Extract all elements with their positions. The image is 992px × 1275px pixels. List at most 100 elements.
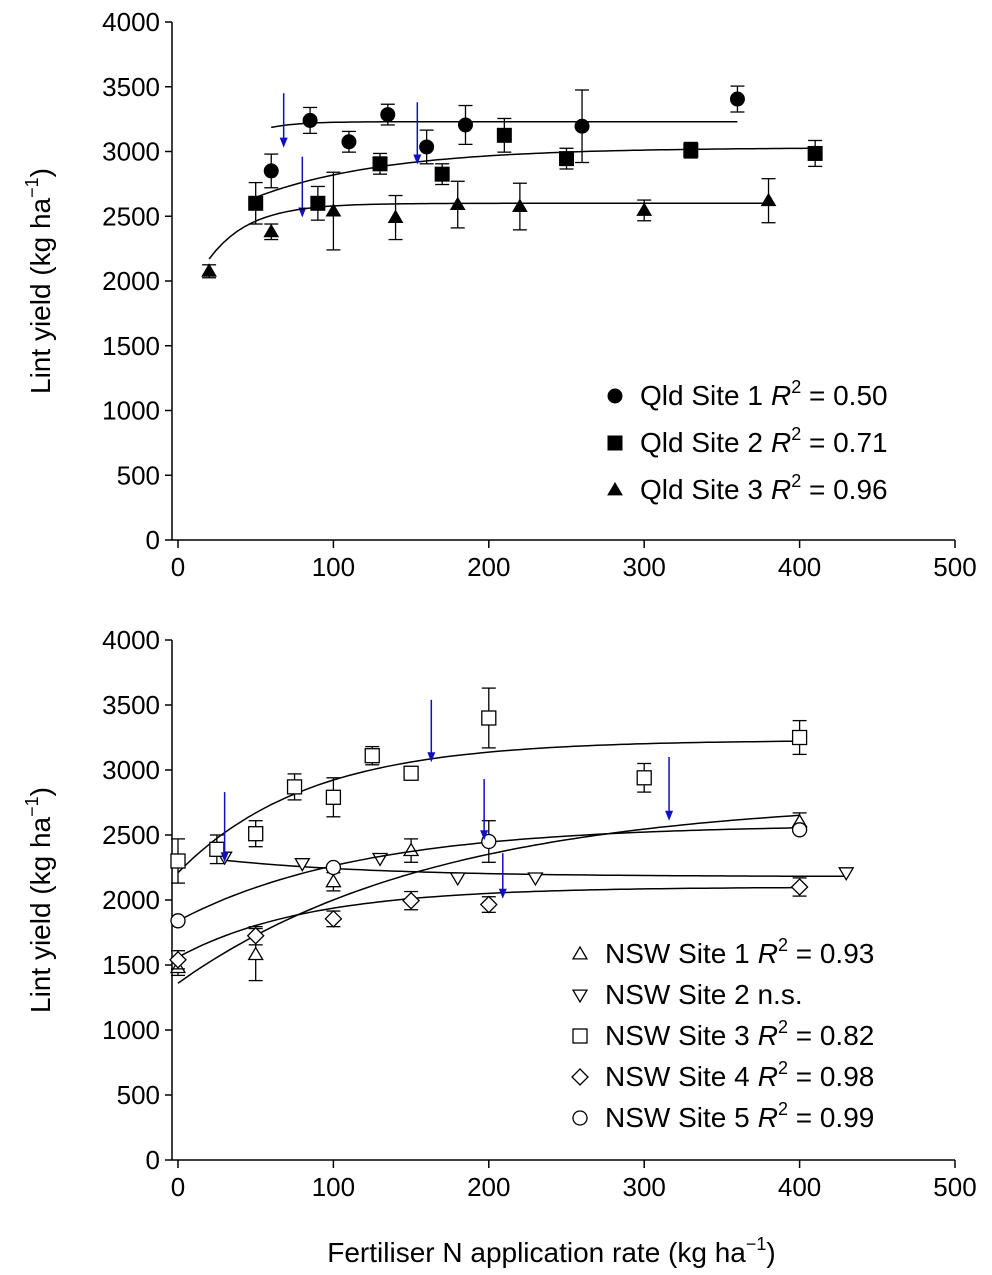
x-tick-label: 400 xyxy=(778,552,821,582)
legend-marker xyxy=(571,945,589,960)
legend-r2-sup: 2 xyxy=(791,471,801,491)
legend-r2-sup: 2 xyxy=(791,377,801,397)
data-point xyxy=(760,192,777,207)
x-tick-label: 400 xyxy=(778,1172,821,1202)
legend-marker xyxy=(571,1068,589,1086)
legend-name: NSW Site 2 n.s. xyxy=(605,979,803,1010)
data-point xyxy=(449,196,466,210)
data-point xyxy=(512,198,528,212)
data-point xyxy=(372,156,388,172)
legend-r2-value: = 0.82 xyxy=(788,1020,874,1051)
data-point xyxy=(325,859,342,876)
optimum-arrow-head xyxy=(298,207,307,218)
legend-r2-label: R xyxy=(771,474,791,505)
x-axis-title-sup: −1 xyxy=(746,1234,767,1254)
y-axis-title-close: ) xyxy=(25,168,56,177)
data-point xyxy=(683,142,699,158)
data-point xyxy=(170,853,186,869)
data-point xyxy=(838,867,855,881)
data-point xyxy=(791,729,808,746)
x-tick-label: 200 xyxy=(467,1172,510,1202)
y-tick-label: 3000 xyxy=(102,137,160,167)
data-point xyxy=(286,779,303,795)
data-point xyxy=(325,203,342,217)
y-tick-label: 1500 xyxy=(102,331,160,361)
y-tick-label: 1000 xyxy=(102,1015,160,1045)
data-point xyxy=(248,195,264,211)
legend-r2-label: R xyxy=(758,1061,778,1092)
optimum-arrow-head xyxy=(665,810,674,821)
legend-label: NSW Site 4 R2 = 0.98 xyxy=(605,1058,874,1092)
y-tick-label: 2000 xyxy=(102,885,160,915)
data-point xyxy=(791,822,808,838)
legend-name: NSW Site 1 xyxy=(605,938,750,969)
legend-marker xyxy=(571,989,589,1004)
data-point xyxy=(636,202,653,216)
data-point xyxy=(402,842,420,857)
data-point xyxy=(302,112,318,128)
x-tick-label: 100 xyxy=(312,552,355,582)
x-axis-title-text: Fertiliser N application rate (kg ha xyxy=(327,1237,746,1268)
y-tick-label: 2000 xyxy=(102,266,160,296)
legend-r2-label: R xyxy=(758,1102,778,1133)
data-point xyxy=(449,872,466,887)
data-point xyxy=(209,841,225,857)
series-qld-site-3: Qld Site 3 R2 = 0.96 xyxy=(201,171,888,505)
y-axis-title-text: Lint yield (kg ha xyxy=(25,816,56,1013)
y-axis-title-sup: −1 xyxy=(22,177,42,198)
x-tick-label: 300 xyxy=(623,1172,666,1202)
legend-r2-value: = 0.71 xyxy=(801,427,887,458)
legend-marker xyxy=(572,1110,588,1126)
legend-label: NSW Site 2 n.s. xyxy=(605,979,803,1010)
data-point xyxy=(807,145,823,161)
data-point xyxy=(246,926,265,945)
data-point xyxy=(169,950,187,969)
optimum-arrow-head xyxy=(427,752,436,763)
legend-name: Qld Site 1 xyxy=(640,380,763,411)
y-tick-label: 3500 xyxy=(102,690,160,720)
y-tick-label: 1000 xyxy=(102,396,160,426)
series-nsw-site-3: NSW Site 3 R2 = 0.82 xyxy=(170,687,874,1051)
legend-marker xyxy=(572,1028,588,1044)
x-tick-label: 500 xyxy=(933,1172,976,1202)
legend-r2-sup: 2 xyxy=(778,1099,788,1119)
data-point xyxy=(387,209,404,223)
data-point xyxy=(729,91,745,107)
data-point xyxy=(380,107,396,123)
y-tick-label: 1500 xyxy=(102,950,160,980)
fit-curve xyxy=(208,202,769,260)
y-axis-title-close: ) xyxy=(25,787,56,796)
optimum-arrow-head xyxy=(480,830,489,841)
data-point xyxy=(325,789,342,805)
optimum-arrow-head xyxy=(220,852,229,863)
series-nsw-site-2-n-s-: NSW Site 2 n.s. xyxy=(216,851,855,1010)
series-nsw-site-4: NSW Site 4 R2 = 0.98 xyxy=(169,853,874,1092)
x-tick-label: 500 xyxy=(933,552,976,582)
y-tick-label: 500 xyxy=(117,460,160,490)
legend-r2-sup: 2 xyxy=(778,935,788,955)
legend-r2-label: R xyxy=(771,380,791,411)
data-point xyxy=(574,118,590,134)
legend-label: NSW Site 1 R2 = 0.93 xyxy=(605,935,874,969)
x-axis-title: Fertiliser N application rate (kg ha−1) xyxy=(327,1234,775,1268)
optimum-arrow-head xyxy=(279,137,288,148)
optimum-arrow-head xyxy=(498,888,507,899)
fit-curve xyxy=(177,886,800,958)
legend-name: Qld Site 3 xyxy=(640,474,763,505)
data-point xyxy=(527,872,544,887)
legend-r2-value: = 0.93 xyxy=(788,938,874,969)
legend-label: Qld Site 3 R2 = 0.96 xyxy=(640,471,888,505)
data-point xyxy=(325,873,342,888)
data-point xyxy=(419,139,435,155)
data-point xyxy=(263,163,279,179)
legend-marker xyxy=(607,482,623,496)
y-tick-label: 3000 xyxy=(102,755,160,785)
data-point xyxy=(294,858,311,872)
data-point xyxy=(496,127,512,143)
y-axis-title-text: Lint yield (kg ha xyxy=(25,197,56,394)
optimum-arrow-head xyxy=(413,154,422,165)
x-tick-label: 100 xyxy=(312,1172,355,1202)
